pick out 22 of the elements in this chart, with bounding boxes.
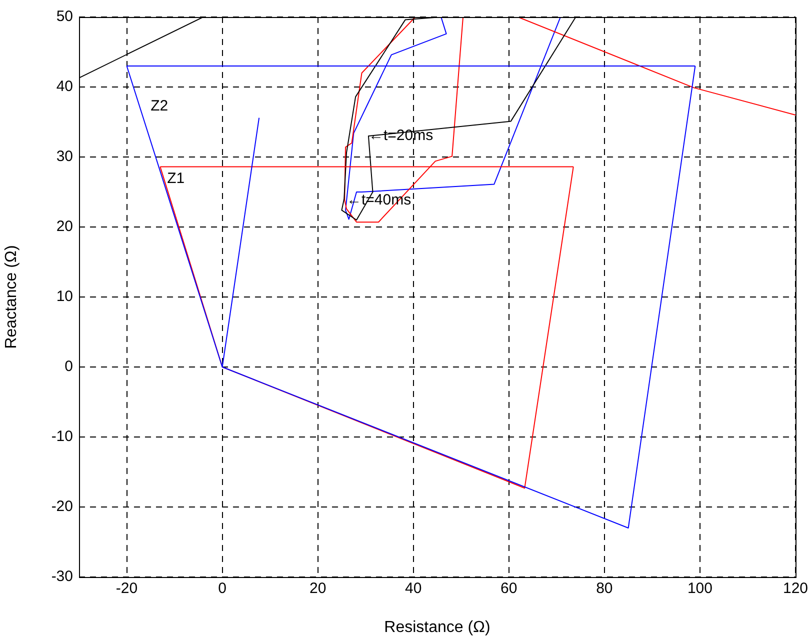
y-tick-label: 0 xyxy=(64,358,73,376)
x-tick-label: 0 xyxy=(218,580,226,598)
x-tick-label: 80 xyxy=(596,580,613,598)
x-tick-label: 60 xyxy=(500,580,518,598)
x-axis-title: Resistance (Ω) xyxy=(384,618,490,636)
y-tick-label: 40 xyxy=(56,78,73,96)
annotation: ←t=20ms xyxy=(368,127,434,144)
y-axis-title: Reactance (Ω) xyxy=(3,245,20,349)
y-tick-label: 50 xyxy=(56,8,73,26)
x-tick-label: 120 xyxy=(782,580,808,598)
y-tick-label: 30 xyxy=(56,148,73,166)
x-tick-label: 100 xyxy=(687,580,712,598)
annotation: Z1 xyxy=(167,170,185,187)
x-tick-label: 20 xyxy=(309,580,326,598)
y-tick-label: 10 xyxy=(56,288,73,306)
y-tick-label: -30 xyxy=(51,568,73,586)
y-tick-label: -20 xyxy=(51,498,73,516)
annotation: Z2 xyxy=(150,98,168,115)
x-tick-label: -20 xyxy=(116,580,138,598)
y-tick-label: -10 xyxy=(51,428,73,446)
y-tick-label: 20 xyxy=(56,218,73,236)
x-tick-label: 40 xyxy=(405,580,422,598)
